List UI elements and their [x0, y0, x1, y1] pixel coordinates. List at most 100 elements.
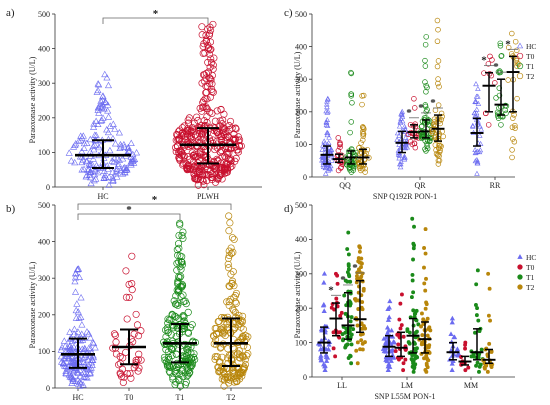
significance-star: * [328, 284, 334, 296]
significance-star: * [352, 262, 358, 274]
panel-c: c) Paraoxonase activity (U/L) SNP Q192R … [284, 7, 536, 201]
data-point [437, 147, 443, 154]
data-point [489, 364, 494, 368]
group-LL-T2 [352, 244, 368, 366]
data-point [207, 76, 215, 84]
data-point [422, 57, 428, 64]
data-point [402, 134, 409, 140]
data-point [320, 162, 327, 168]
data-point [382, 345, 388, 351]
data-point [175, 135, 183, 143]
data-point [385, 363, 391, 369]
data-point [339, 310, 344, 315]
panel-b-label: b) [6, 203, 16, 215]
legend-label: T1 [526, 273, 535, 282]
data-point [475, 268, 480, 273]
data-point [423, 306, 428, 311]
data-point [482, 110, 489, 117]
data-point [208, 59, 216, 67]
data-point [98, 116, 106, 123]
y-tick-label: 200 [38, 114, 50, 123]
data-point [514, 95, 520, 102]
data-point [80, 373, 88, 380]
data-point [173, 366, 181, 374]
data-point [517, 284, 523, 290]
data-point [477, 123, 483, 129]
data-point [78, 158, 86, 166]
data-point [124, 143, 132, 151]
data-point [183, 165, 191, 173]
data-point [505, 77, 511, 83]
data-point [165, 367, 173, 375]
data-point [517, 264, 523, 270]
data-point [221, 373, 230, 382]
data-point [193, 113, 201, 121]
data-point [325, 139, 332, 145]
data-point [178, 281, 186, 289]
data-point [509, 147, 515, 153]
data-point [135, 332, 143, 340]
data-point [322, 170, 329, 176]
data-point [360, 137, 366, 143]
data-point [210, 157, 218, 165]
legend-item-T1: T1 [517, 273, 535, 282]
data-point [196, 164, 204, 172]
data-point [396, 342, 401, 347]
data-point [496, 92, 503, 99]
data-point [419, 123, 425, 129]
data-point [418, 133, 425, 140]
data-point [92, 131, 100, 139]
data-point [497, 40, 504, 47]
data-point [407, 330, 412, 335]
data-point [359, 101, 365, 108]
significance-bracket: * [102, 8, 209, 24]
data-point [168, 322, 176, 330]
legend-item-T2: T2 [517, 283, 535, 292]
data-point [227, 157, 235, 165]
data-point [127, 374, 135, 382]
data-point [99, 92, 107, 100]
data-point [419, 324, 424, 329]
data-point [169, 373, 177, 381]
data-point [213, 330, 221, 338]
data-point [413, 356, 418, 361]
data-point [81, 344, 89, 352]
data-point [135, 364, 143, 372]
legend-item-T0: T0 [516, 52, 535, 61]
data-point [511, 138, 518, 145]
data-point [334, 296, 339, 301]
data-point [105, 181, 113, 188]
data-point [429, 126, 435, 133]
data-point [225, 212, 233, 220]
data-point [383, 357, 389, 362]
data-point [470, 123, 476, 129]
data-point [401, 123, 408, 129]
data-point [398, 111, 404, 117]
data-point [101, 70, 109, 78]
x-tick-label: MM [464, 381, 478, 390]
data-point [89, 338, 97, 346]
data-point [401, 334, 406, 339]
data-point [125, 147, 133, 154]
data-point [436, 157, 443, 164]
data-point [86, 345, 95, 352]
data-point [398, 301, 403, 306]
data-point [324, 116, 330, 122]
panel-d: d) Paraoxonase activity (U/L) SNP L55M P… [284, 201, 536, 401]
data-point [125, 293, 133, 302]
data-point [424, 84, 430, 91]
y-tick-label: 400 [38, 44, 50, 53]
data-point [346, 252, 351, 257]
data-point [322, 363, 328, 369]
data-point [358, 140, 364, 146]
data-point [133, 321, 141, 329]
data-point [359, 338, 364, 343]
data-point [322, 367, 328, 372]
data-point [128, 286, 136, 294]
legend-label: T2 [526, 283, 535, 292]
data-point [323, 101, 330, 107]
data-point [175, 273, 183, 281]
data-point [396, 155, 402, 161]
data-point [176, 156, 184, 164]
data-point [62, 370, 70, 377]
